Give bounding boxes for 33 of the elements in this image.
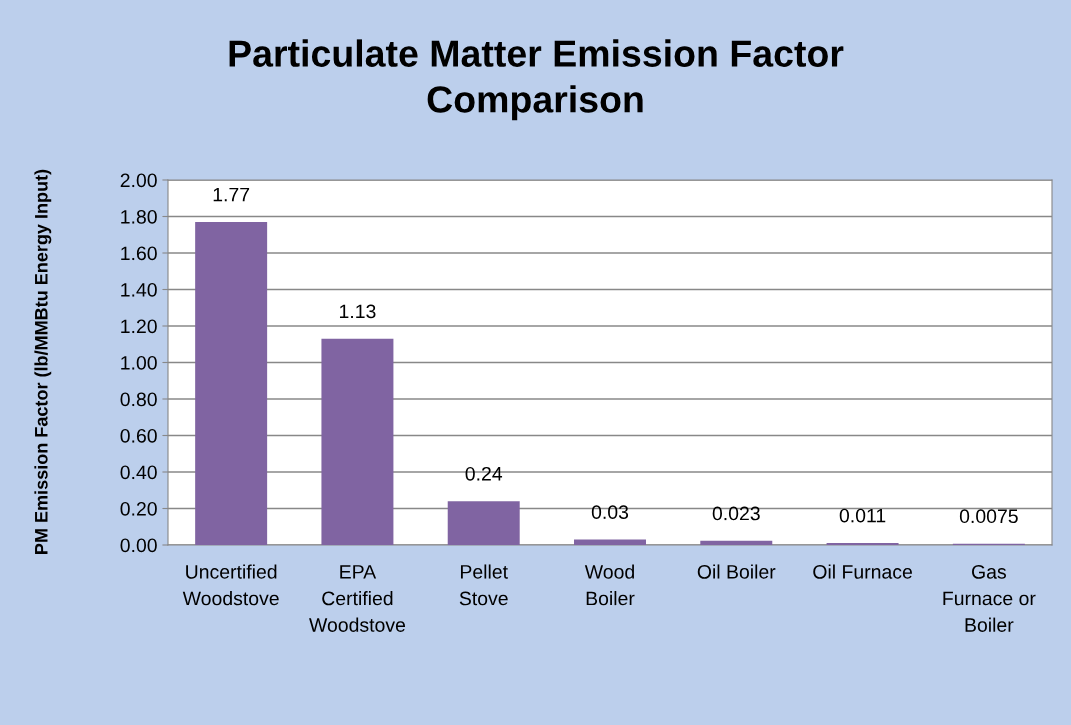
y-tick-label: 1.20 [121,319,157,334]
bar [826,542,899,545]
chart-title: Particulate Matter Emission Factor Comparison [229,39,844,121]
x-tick-label: Uncertified Woodstove [182,564,279,606]
y-tick-label: 0.40 [120,465,157,480]
x-tick-label: Pellet Stove [459,564,508,606]
y-tick-label: 1.00 [121,355,157,370]
data-label: 1.13 [339,304,376,319]
y-tick-label: 0.80 [120,392,157,407]
x-tick-label: EPA Certified Woodstove [309,565,406,632]
bar [195,221,268,545]
y-tick-label: 0.20 [120,501,157,516]
y-tick-label: 1.40 [121,282,157,297]
data-label: 0.011 [839,508,886,523]
data-label: 0.03 [591,505,629,520]
y-axis-title: PM Emission Factor (lb/MMBtu Energy Input) [34,169,52,554]
data-label: 1.77 [213,187,250,202]
bar [321,338,394,545]
y-tick-label: 1.60 [121,246,157,261]
x-tick-label: Oil Furnace [813,564,912,579]
x-tick-label: Oil Boiler [697,564,776,579]
y-tick-label: 0.60 [120,428,157,443]
bar [700,540,773,545]
x-tick-label: Gas Furnace or Boiler [943,564,1036,632]
bar [574,539,646,545]
bar [447,501,520,545]
y-tick-label: 2.00 [120,173,157,188]
data-label: 0.023 [712,506,760,521]
y-tick-label: 0.00 [120,538,157,553]
x-tick-label: Wood Boiler [584,564,635,606]
y-tick-label: 1.80 [121,209,157,224]
data-label: 0.0075 [959,509,1018,524]
data-label: 0.24 [465,466,503,481]
